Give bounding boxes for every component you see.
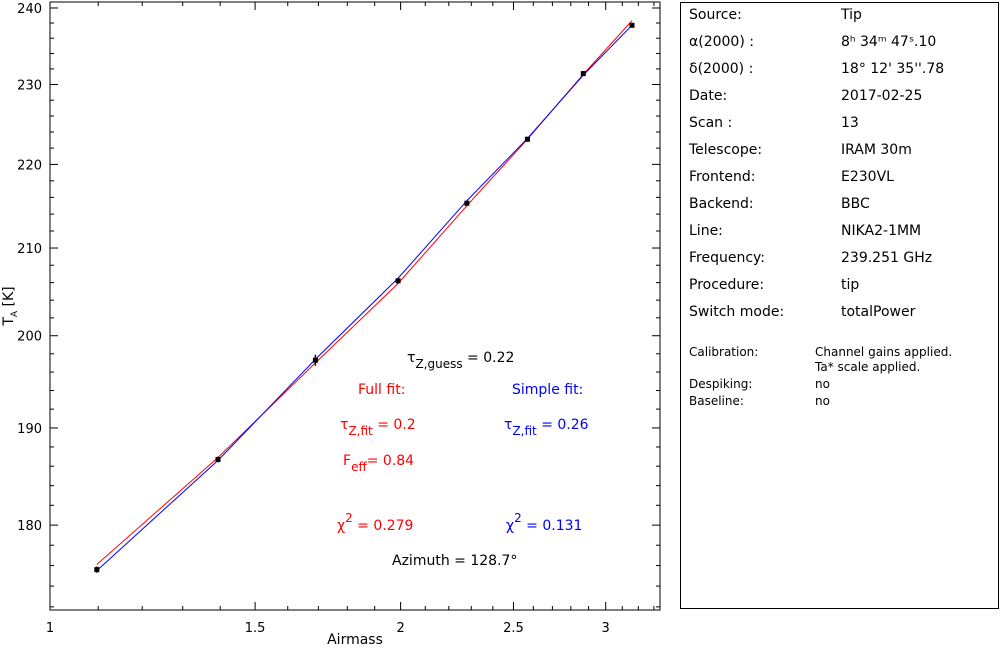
x-tick-label: 2 (396, 621, 404, 636)
annotation-full-feff: Feff= 0.84 (343, 453, 414, 474)
info-value: E230VL (841, 169, 894, 185)
processing-value-2: Ta* scale applied. (815, 360, 921, 374)
info-row: Switch mode: totalPower (689, 304, 999, 324)
info-key: Source: (689, 7, 742, 23)
info-value: 13 (841, 115, 859, 131)
annotation-azimuth: Azimuth = 128.7° (392, 553, 517, 569)
info-value: 239.251 GHz (841, 250, 933, 266)
y-tick-label: 220 (17, 158, 42, 173)
x-axis-label: Airmass (327, 632, 383, 648)
processing-key: Baseline: (689, 394, 744, 408)
x-tick-label: 2.5 (503, 621, 524, 636)
data-point (215, 456, 221, 462)
info-value: IRAM 30m (841, 142, 912, 158)
info-row: Date: 2017-02-25 (689, 88, 999, 108)
plot-frame (49, 1, 661, 611)
data-point (580, 71, 586, 77)
annotation-simple-chi: χ2 = 0.131 (506, 511, 582, 534)
info-key: α(2000) : (689, 34, 754, 50)
info-value: Tip (841, 7, 862, 23)
data-point (629, 22, 635, 28)
info-row: α(2000) : 8ʰ 34ᵐ 47ˢ.10 (689, 34, 999, 54)
y-axis-label: TA [K] (1, 286, 20, 326)
info-row: Scan : 13 (689, 115, 999, 135)
y-tick-label: 230 (17, 78, 42, 93)
info-value: NIKA2-1MM (841, 223, 922, 239)
y-tick-label: 190 (17, 422, 42, 437)
x-tick-label: 3 (602, 621, 610, 636)
info-panel: Source: Tip α(2000) : 8ʰ 34ᵐ 47ˢ.10 δ(2000) … (680, 2, 999, 609)
annotation-full-tau: τZ,fit = 0.2 (340, 417, 416, 438)
processing-key: Despiking: (689, 377, 753, 391)
info-value: totalPower (841, 304, 916, 320)
y-tick-label: 200 (17, 330, 42, 345)
info-key: Scan : (689, 115, 733, 131)
info-key: Switch mode: (689, 304, 785, 320)
annotation-full-chi: χ2 = 0.279 (337, 511, 413, 534)
info-key: Frequency: (689, 250, 766, 266)
y-tick-label: 180 (17, 519, 42, 534)
info-key: Date: (689, 88, 728, 104)
processing-key: Calibration: (689, 345, 759, 359)
info-value: tip (841, 277, 860, 293)
data-point (395, 278, 401, 284)
processing-row: Despiking: no (689, 377, 999, 397)
x-tick-label: 1 (46, 621, 54, 636)
info-value: 8ʰ 34ᵐ 47ˢ.10 (841, 34, 937, 50)
full-fit-line (96, 20, 633, 565)
info-row: Procedure: tip (689, 277, 999, 297)
info-key: Backend: (689, 196, 754, 212)
info-row: Frontend: E230VL (689, 169, 999, 189)
processing-row: Baseline: no (689, 394, 999, 414)
info-key: Frontend: (689, 169, 756, 185)
info-value: BBC (841, 196, 870, 212)
processing-value: no (815, 394, 830, 408)
info-key: Telescope: (689, 142, 763, 158)
info-row: Source: Tip (689, 7, 999, 27)
processing-value: no (815, 377, 830, 391)
info-key: δ(2000) : (689, 61, 754, 77)
x-tick-label: 1.5 (245, 621, 266, 636)
info-key: Line: (689, 223, 723, 239)
data-point (464, 200, 470, 206)
info-key: Procedure: (689, 277, 765, 293)
info-row: Frequency: 239.251 GHz (689, 250, 999, 270)
processing-value: Channel gains applied. (815, 345, 953, 359)
annotation-simple-tau: τZ,fit = 0.26 (504, 417, 589, 438)
annotation-tau-guess: τZ,guess = 0.22 (407, 350, 514, 371)
y-tick-label: 240 (17, 2, 42, 17)
annotation-simple-title: Simple fit: (512, 382, 583, 398)
data-point (94, 567, 100, 573)
tip-plot: 1 1.5 2 2.5 3 180 190 200 210 220 230 240 Airmass T… (1, 1, 661, 648)
info-row: Telescope: IRAM 30m (689, 142, 999, 162)
processing-row: Calibration: Channel gains applied. Ta* sc… (689, 345, 999, 374)
info-row: Line: NIKA2-1MM (689, 223, 999, 243)
info-value: 2017-02-25 (841, 88, 923, 104)
info-row: δ(2000) : 18° 12' 35''.78 (689, 61, 999, 81)
data-point (524, 136, 530, 142)
data-point (312, 357, 318, 363)
info-value: 18° 12' 35''.78 (841, 61, 945, 77)
simple-fit-line (96, 24, 633, 572)
info-row: Backend: BBC (689, 196, 999, 216)
annotation-full-title: Full fit: (358, 382, 405, 398)
y-tick-label: 210 (17, 242, 42, 257)
